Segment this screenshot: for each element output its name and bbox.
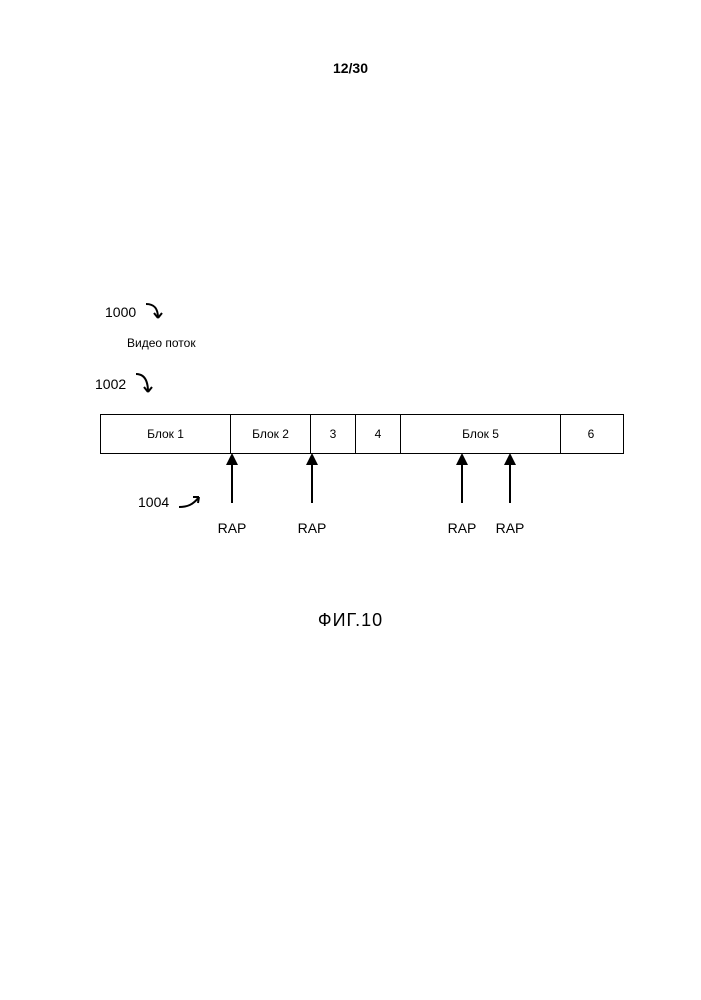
rap-arrow-4 [509,463,511,503]
figure-caption: ФИГ.10 [0,610,701,631]
ref-1004-hook-icon [177,493,205,514]
rap-arrow-2 [311,463,313,503]
block-3: 3 [311,415,356,453]
block-6: 6 [561,415,621,453]
ref-1000: 1000 [105,302,168,325]
blocks-row: Блок 1 Блок 2 3 4 Блок 5 6 [100,414,624,454]
rap-label-1: RAP [218,520,247,536]
ref-1002-hook-icon [134,372,158,399]
page: 12/30 1000 Видео поток 1002 Блок 1 Блок … [0,0,701,1000]
block-3-label: 3 [330,427,337,441]
rap-label-4: RAP [496,520,525,536]
rap-arrow-3 [461,463,463,503]
block-4-label: 4 [375,427,382,441]
block-5-label: Блок 5 [462,427,499,441]
block-2-label: Блок 2 [252,427,289,441]
block-2: Блок 2 [231,415,311,453]
page-number: 12/30 [0,60,701,76]
block-1: Блок 1 [101,415,231,453]
ref-1004-label: 1004 [138,494,169,510]
rap-arrow-1 [231,463,233,503]
ref-1002-label: 1002 [95,376,126,392]
block-5: Блок 5 [401,415,561,453]
ref-1004: 1004 [138,493,205,514]
video-stream-label: Видео поток [127,336,196,350]
rap-label-3: RAP [448,520,477,536]
block-6-label: 6 [588,427,595,441]
block-1-label: Блок 1 [147,427,184,441]
ref-1000-hook-icon [144,302,168,325]
rap-label-2: RAP [298,520,327,536]
ref-1002: 1002 [95,372,158,399]
ref-1000-label: 1000 [105,304,136,320]
block-4: 4 [356,415,401,453]
